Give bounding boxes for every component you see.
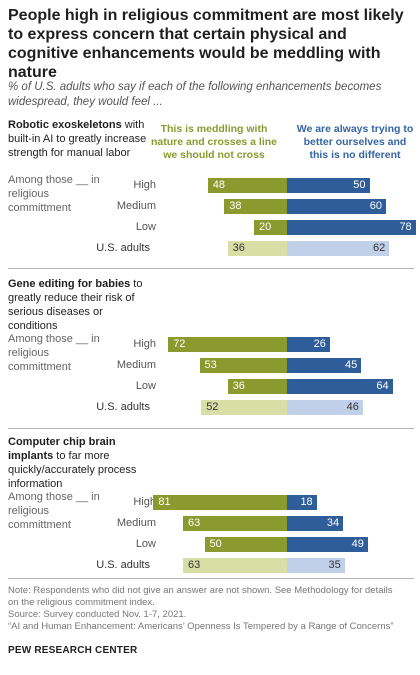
- value-label-meddling: 63: [188, 559, 201, 571]
- notes: Note: Respondents who did not give an an…: [8, 585, 418, 633]
- legend-better: We are always trying to better ourselves…: [296, 123, 414, 161]
- value-label-better: 18: [300, 496, 313, 508]
- value-label-meddling: 36: [232, 380, 245, 392]
- panel-title-rest: to far more quickly/accurately process i…: [8, 450, 137, 490]
- panel-title-rest: with built-in AI to greatly increase str…: [8, 119, 147, 159]
- bar-meddling: [204, 537, 287, 552]
- panel-title: Computer chip brain implants to far more…: [8, 435, 148, 491]
- value-label-better: 35: [328, 559, 341, 571]
- section-divider: [8, 428, 414, 429]
- bar-better: [287, 379, 393, 394]
- value-label-better: 62: [373, 242, 386, 254]
- category-label: Medium: [116, 517, 156, 529]
- category-label: U.S. adults: [96, 401, 150, 413]
- bar-better: [287, 495, 317, 510]
- bar-meddling: [183, 516, 287, 531]
- category-label: Medium: [116, 200, 156, 212]
- legend-meddling: This is meddling with nature and crosses…: [150, 123, 278, 161]
- panel-title-bold: Gene editing for babies: [8, 278, 131, 290]
- among-label: Among those __ in religious committment: [8, 491, 100, 531]
- bar-better: [287, 199, 386, 214]
- report-title-line: “AI and Human Enhancement: Americans’ Op…: [8, 621, 394, 632]
- bar-meddling: [168, 337, 287, 352]
- bar-meddling: [227, 241, 287, 256]
- source-line: Source: Survey conducted Nov. 1-7, 2021.: [8, 609, 187, 620]
- category-label: Medium: [116, 359, 156, 371]
- value-label-better: 46: [346, 401, 359, 413]
- among-label: Among those __ in religious committment: [8, 174, 100, 214]
- category-label: Low: [135, 380, 156, 392]
- bar-better: [287, 220, 416, 235]
- bar-better: [287, 537, 368, 552]
- value-label-better: 78: [399, 221, 412, 233]
- panel-title-bold: Robotic exoskeletons: [8, 119, 122, 131]
- bar-meddling: [227, 379, 287, 394]
- panel-title: Gene editing for babies to greatly reduc…: [8, 277, 148, 333]
- panel-title-bold: Computer chip brain implants: [8, 436, 116, 462]
- value-label-better: 50: [353, 179, 366, 191]
- value-label-better: 60: [369, 200, 382, 212]
- bar-better: [287, 516, 344, 531]
- value-label-meddling: 81: [158, 496, 171, 508]
- chart-panel-1: Robotic exoskeletons with built-in AI to…: [0, 118, 420, 268]
- bar-meddling: [153, 495, 287, 510]
- value-label-better: 45: [345, 359, 358, 371]
- bar-better: [287, 558, 345, 573]
- bar-better: [287, 400, 363, 415]
- note-line: on the religious commitment index.: [8, 597, 155, 608]
- value-label-meddling: 72: [173, 338, 186, 350]
- section-divider: [8, 268, 414, 269]
- chart-panel-2: Gene editing for babies to greatly reduc…: [0, 277, 420, 427]
- value-label-meddling: 20: [259, 221, 272, 233]
- bar-meddling: [207, 178, 287, 193]
- value-label-better: 49: [351, 538, 364, 550]
- note-line: Note: Respondents who did not give an an…: [8, 585, 393, 596]
- chart-panel-3: Computer chip brain implants to far more…: [0, 435, 420, 585]
- value-label-meddling: 63: [188, 517, 201, 529]
- bar-meddling: [254, 220, 287, 235]
- section-divider: [8, 578, 414, 579]
- bar-meddling: [183, 558, 287, 573]
- category-label: Low: [135, 221, 156, 233]
- bar-meddling: [199, 358, 287, 373]
- category-label: High: [133, 179, 156, 191]
- chart-subtitle: % of U.S. adults who say if each of the …: [8, 81, 382, 108]
- value-label-better: 34: [326, 517, 340, 529]
- value-label-meddling: 48: [212, 179, 226, 191]
- category-label: U.S. adults: [96, 242, 150, 254]
- value-label-meddling: 50: [209, 538, 222, 550]
- value-label-meddling: 52: [206, 401, 219, 413]
- category-label: U.S. adults: [96, 559, 150, 571]
- panel-title-rest: to greatly reduce their risk of serious …: [8, 278, 143, 332]
- brand-logo-text: PEW RESEARCH CENTER: [8, 645, 138, 656]
- value-label-better: 26: [313, 338, 326, 350]
- page-title: People high in religious commitment are …: [8, 7, 404, 81]
- bar-better: [287, 358, 362, 373]
- category-label: Low: [135, 538, 156, 550]
- category-label: High: [133, 496, 156, 508]
- panel-title: Robotic exoskeletons with built-in AI to…: [8, 118, 148, 160]
- bar-better: [287, 178, 370, 193]
- value-label-meddling: 38: [229, 200, 242, 212]
- bar-better: [287, 241, 390, 256]
- value-label-meddling: 53: [204, 359, 217, 371]
- value-label-meddling: 36: [232, 242, 245, 254]
- bar-better: [287, 337, 330, 352]
- bar-meddling: [224, 199, 287, 214]
- bar-meddling: [201, 400, 287, 415]
- category-label: High: [133, 338, 156, 350]
- among-label: Among those __ in religious committment: [8, 333, 100, 373]
- value-label-better: 64: [376, 380, 389, 392]
